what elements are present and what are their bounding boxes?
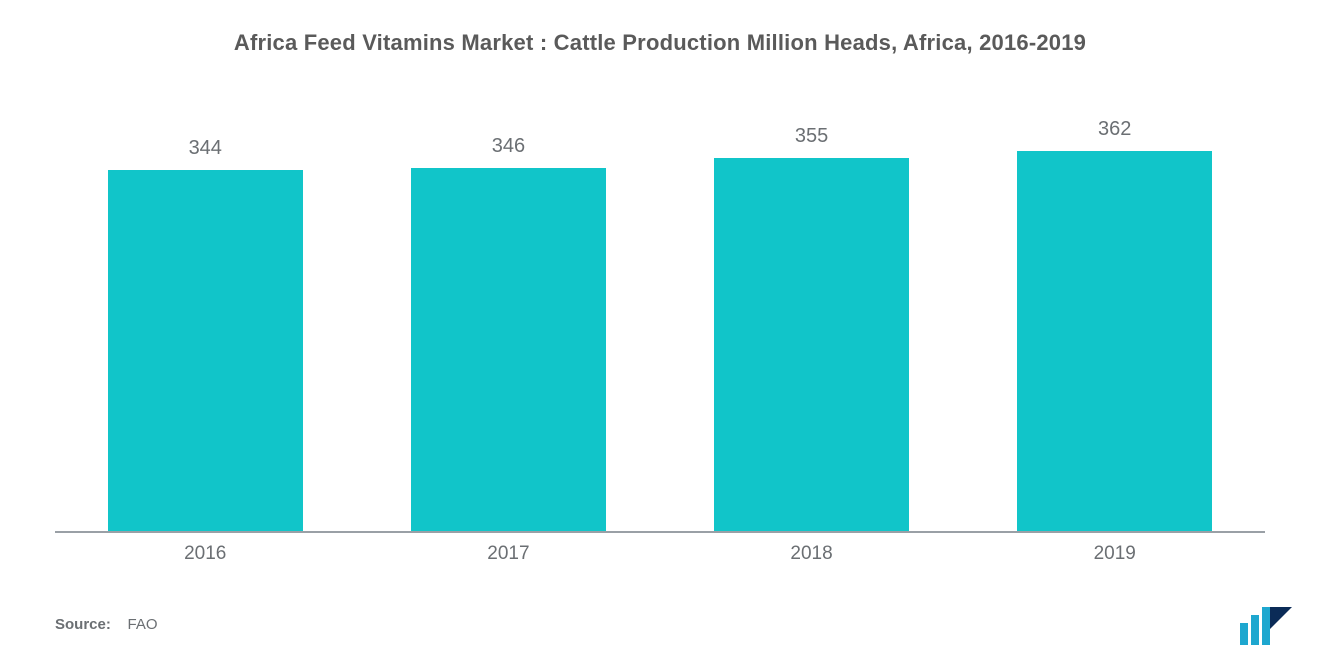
source-value: FAO bbox=[128, 616, 158, 633]
x-label-1: 2017 bbox=[380, 543, 637, 565]
bar-value-3: 362 bbox=[1098, 118, 1131, 141]
x-axis-line bbox=[55, 531, 1265, 533]
source-label: Source: bbox=[55, 616, 111, 633]
bar-1 bbox=[411, 168, 606, 531]
mordor-logo-icon bbox=[1240, 605, 1292, 645]
bar-group-1: 346 bbox=[380, 135, 637, 531]
chart-title: Africa Feed Vitamins Market : Cattle Pro… bbox=[55, 30, 1265, 56]
bar-value-2: 355 bbox=[795, 125, 828, 148]
bar-group-0: 344 bbox=[77, 137, 334, 531]
bar-group-2: 355 bbox=[683, 125, 940, 531]
bar-value-1: 346 bbox=[492, 135, 525, 158]
x-labels-row: 2016 2017 2018 2019 bbox=[55, 543, 1265, 565]
bar-group-3: 362 bbox=[986, 118, 1243, 531]
bar-3 bbox=[1017, 151, 1212, 531]
bars-row: 344 346 355 362 bbox=[55, 111, 1265, 531]
source-footer: Source: FAO bbox=[55, 616, 158, 633]
chart-area: 344 346 355 362 2016 2017 2018 2019 bbox=[55, 111, 1265, 581]
bar-0 bbox=[108, 170, 303, 531]
x-label-2: 2018 bbox=[683, 543, 940, 565]
x-label-0: 2016 bbox=[77, 543, 334, 565]
chart-container: Africa Feed Vitamins Market : Cattle Pro… bbox=[0, 0, 1320, 665]
x-label-3: 2019 bbox=[986, 543, 1243, 565]
bar-value-0: 344 bbox=[189, 137, 222, 160]
bar-2 bbox=[714, 158, 909, 531]
